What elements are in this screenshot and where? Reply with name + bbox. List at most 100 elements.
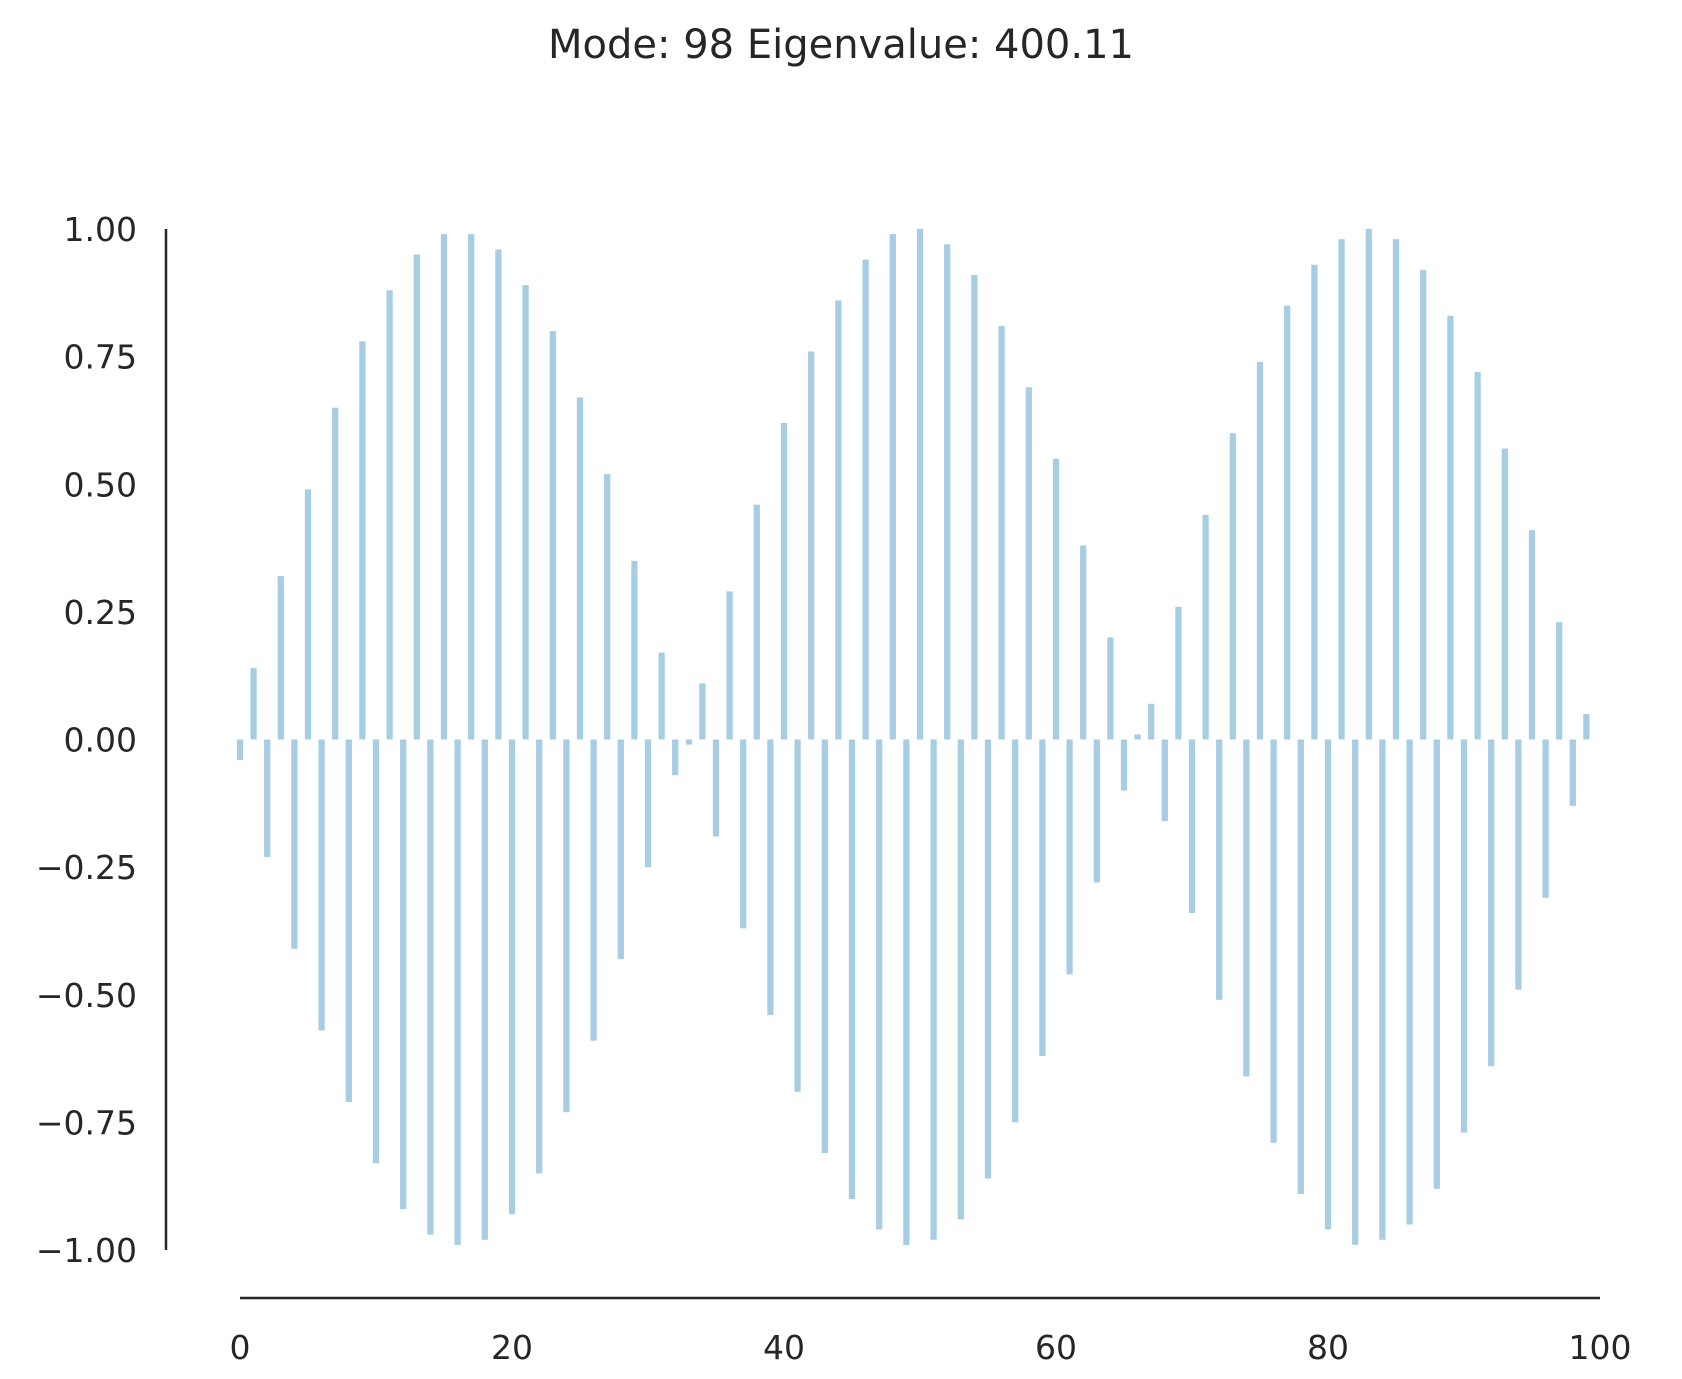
- bar: [1433, 739, 1440, 1189]
- bar: [318, 739, 325, 1031]
- bar: [1365, 229, 1372, 740]
- bar: [590, 739, 597, 1041]
- bar: [998, 326, 1005, 740]
- bar: [536, 739, 543, 1174]
- bar: [359, 341, 366, 740]
- bar: [1134, 734, 1141, 740]
- bar: [1216, 739, 1223, 1000]
- bar: [1066, 739, 1073, 975]
- bar: [971, 274, 978, 740]
- bar: [1338, 239, 1345, 740]
- bar: [1120, 739, 1128, 791]
- bar: [1311, 264, 1318, 740]
- bar: [413, 254, 420, 740]
- y-tick-label: −0.75: [36, 1103, 137, 1142]
- bar: [631, 560, 638, 740]
- bar: [1474, 371, 1481, 740]
- bar: [522, 285, 529, 740]
- chart-title: Mode: 98 Eigenvalue: 400.11: [548, 22, 1134, 68]
- x-tick-label: 100: [1569, 1328, 1632, 1367]
- y-tick-label: −0.25: [36, 848, 137, 887]
- bar: [930, 739, 937, 1240]
- bar: [1501, 448, 1508, 740]
- bar: [1284, 305, 1291, 740]
- bar: [957, 739, 964, 1220]
- x-tick-label: 60: [1035, 1328, 1077, 1367]
- y-tick-label: 0.75: [64, 338, 137, 377]
- y-axis-ticks: 1.00 0.75 0.50 0.25 0.00 −0.25 −0.50 −0.75 −1.00: [36, 210, 137, 1270]
- bar: [916, 229, 924, 740]
- bar: [1025, 387, 1032, 740]
- bar: [1420, 269, 1427, 740]
- x-tick-label: 20: [491, 1328, 533, 1367]
- bar: [712, 739, 720, 837]
- x-tick-label: 0: [230, 1328, 251, 1367]
- bar: [767, 739, 774, 1016]
- bar: [876, 739, 883, 1230]
- bar: [848, 739, 856, 1199]
- bar: [984, 739, 992, 1179]
- bar: [889, 234, 896, 740]
- bar: [481, 739, 488, 1240]
- y-tick-label: −0.50: [36, 976, 137, 1015]
- y-tick-label: 0.50: [64, 465, 137, 504]
- bar: [236, 739, 244, 760]
- bar-series: [236, 229, 1590, 1245]
- bar: [1256, 361, 1264, 740]
- y-tick-label: 0.00: [64, 721, 137, 760]
- bar: [332, 407, 339, 740]
- bar: [1379, 739, 1386, 1240]
- bar: [1052, 458, 1060, 740]
- bar: [1488, 739, 1495, 1067]
- bar: [794, 739, 801, 1092]
- bar: [604, 474, 611, 740]
- bar: [1447, 315, 1454, 740]
- y-tick-label: 0.25: [64, 593, 137, 632]
- bar: [740, 739, 747, 929]
- bar: [944, 244, 951, 740]
- bar: [1324, 739, 1332, 1230]
- bar: [1460, 739, 1468, 1133]
- bar: [726, 591, 733, 740]
- bar: [1175, 606, 1182, 740]
- bar: [345, 739, 352, 1102]
- bar: [1107, 637, 1114, 740]
- bar: [1229, 433, 1236, 740]
- bar: [780, 422, 788, 740]
- bar: [1202, 514, 1209, 740]
- bar: [658, 652, 665, 740]
- bar: [672, 739, 679, 776]
- bar: [549, 331, 556, 740]
- bar: [1583, 713, 1590, 740]
- bar: [1392, 239, 1400, 740]
- bar: [508, 739, 516, 1215]
- bar: [1556, 622, 1563, 740]
- bar: [1161, 739, 1168, 822]
- bar: [1270, 739, 1277, 1143]
- bar: [1406, 739, 1413, 1225]
- bar: [1188, 739, 1196, 914]
- x-tick-label: 40: [763, 1328, 805, 1367]
- bar: [372, 739, 380, 1164]
- bar: [250, 668, 257, 740]
- bar: [1515, 739, 1522, 990]
- bar: [1148, 703, 1155, 740]
- bar: [808, 351, 815, 740]
- bar: [468, 234, 475, 740]
- bar: [291, 739, 298, 949]
- bar: [617, 739, 624, 960]
- bar: [1297, 739, 1304, 1194]
- bar: [576, 397, 584, 740]
- bar: [1080, 545, 1087, 740]
- bar: [1569, 739, 1576, 806]
- bar: [1012, 739, 1019, 1123]
- bar: [1243, 739, 1250, 1077]
- bar: [386, 290, 393, 740]
- bar: [304, 489, 312, 740]
- bar: [835, 300, 842, 740]
- bar: [495, 249, 502, 740]
- bar: [440, 234, 448, 740]
- bar: [400, 739, 407, 1210]
- y-tick-label: 1.00: [64, 210, 137, 249]
